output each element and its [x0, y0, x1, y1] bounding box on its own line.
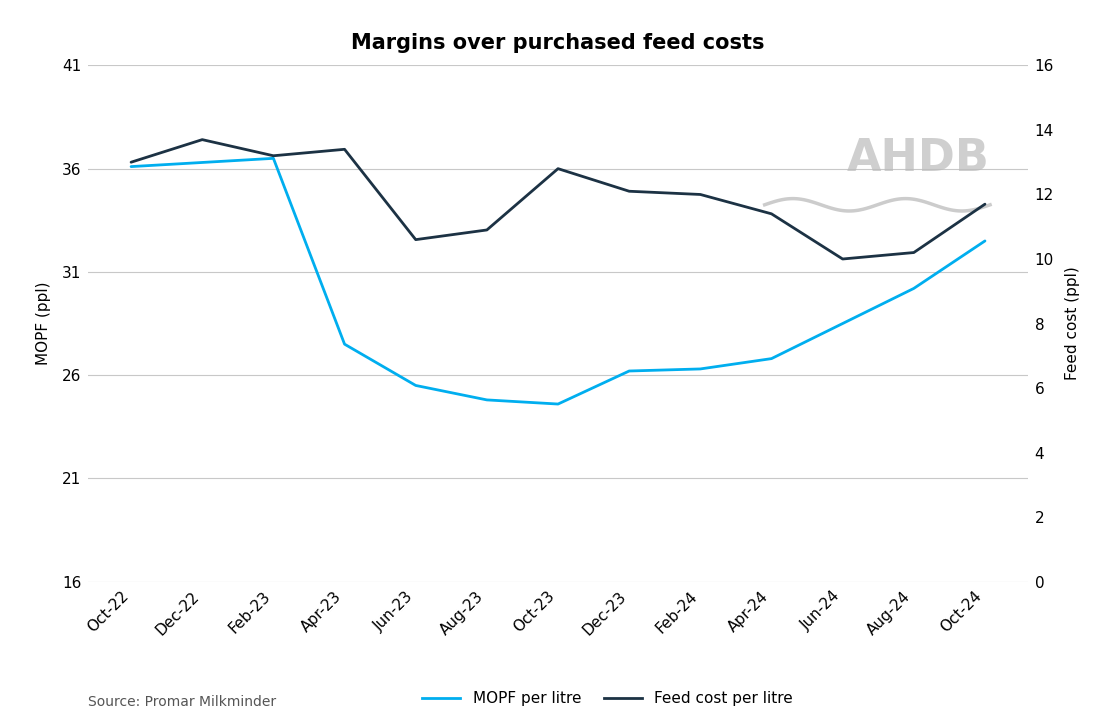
Feed cost per litre [551, 164, 565, 173]
Feed cost per litre [907, 248, 920, 257]
Y-axis label: Feed cost (ppl): Feed cost (ppl) [1065, 267, 1080, 380]
MOPF per litre [409, 381, 422, 390]
Text: Source: Promar Milkminder: Source: Promar Milkminder [88, 695, 276, 709]
MOPF per litre [907, 284, 920, 293]
Feed cost per litre [125, 158, 138, 166]
Feed cost per litre [765, 209, 778, 218]
Legend: MOPF per litre, Feed cost per litre: MOPF per litre, Feed cost per litre [417, 685, 799, 712]
Feed cost per litre [694, 190, 707, 198]
MOPF per litre [338, 340, 351, 348]
MOPF per litre [481, 395, 494, 404]
MOPF per litre [694, 364, 707, 373]
Feed cost per litre [266, 151, 280, 160]
MOPF per litre [978, 236, 991, 245]
MOPF per litre [551, 400, 565, 409]
MOPF per litre [765, 354, 778, 363]
Feed cost per litre [409, 236, 422, 244]
Feed cost per litre [196, 135, 209, 144]
Text: AHDB: AHDB [848, 137, 990, 180]
MOPF per litre [266, 154, 280, 163]
MOPF per litre [125, 162, 138, 171]
MOPF per litre [836, 319, 850, 328]
Feed cost per litre [978, 200, 991, 209]
MOPF per litre [622, 366, 635, 375]
Line: Feed cost per litre: Feed cost per litre [131, 140, 985, 259]
Feed cost per litre [622, 187, 635, 196]
MOPF per litre [196, 158, 209, 166]
Feed cost per litre [338, 145, 351, 153]
Title: Margins over purchased feed costs: Margins over purchased feed costs [351, 33, 765, 53]
Line: MOPF per litre: MOPF per litre [131, 158, 985, 404]
Y-axis label: MOPF (ppl): MOPF (ppl) [35, 282, 51, 365]
Feed cost per litre [481, 225, 494, 234]
Feed cost per litre [836, 254, 850, 263]
